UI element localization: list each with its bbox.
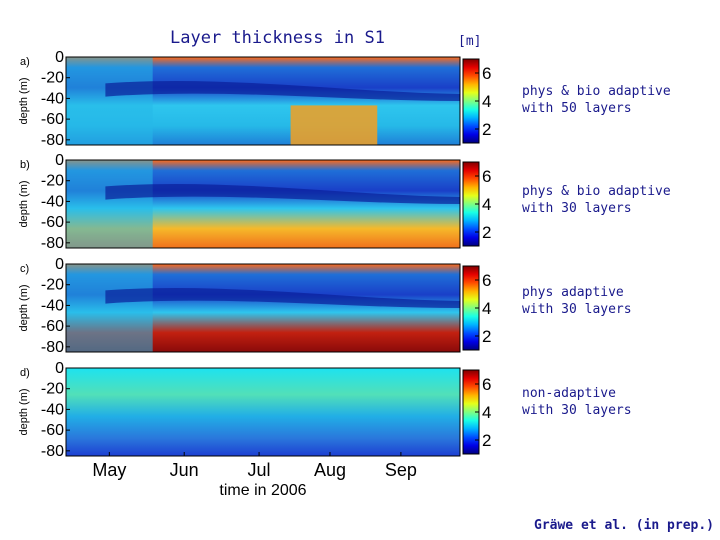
y-tick-label: 0 — [55, 256, 64, 273]
y-axis-label: depth (m) — [18, 284, 30, 331]
colorbar-tick-label: 4 — [482, 92, 491, 111]
y-tick-label: -40 — [41, 401, 64, 418]
y-tick-label: -20 — [41, 381, 64, 398]
colorbar-tick-label: 2 — [482, 223, 491, 242]
colorbar-tick-label: 6 — [482, 271, 491, 290]
panel-label: a) — [20, 56, 30, 68]
panel-a-desc-line1: phys & bio adaptive — [522, 84, 671, 99]
y-tick-label: 0 — [55, 152, 64, 169]
panel-c-desc-line1: phys adaptive — [522, 285, 624, 300]
panel-frame — [65, 56, 461, 146]
y-tick-label: -20 — [41, 70, 64, 87]
panel-frame — [65, 263, 461, 353]
panel-c-desc-line2: with 30 layers — [522, 302, 632, 317]
colorbar-tick-label: 4 — [482, 195, 491, 214]
thick-layer-patch — [290, 105, 378, 145]
y-axis-label: depth (m) — [18, 180, 30, 227]
thin-layer-band — [105, 183, 461, 204]
figure-title: Layer thickness in S1 — [170, 28, 385, 48]
thin-layer-band — [105, 287, 461, 308]
x-tick-label: Jul — [248, 460, 271, 480]
panel-label: b) — [20, 159, 30, 171]
early-period-shading — [66, 160, 153, 248]
heatmap-field — [66, 368, 460, 456]
early-period-shading — [66, 264, 153, 352]
thin-layer-band — [105, 80, 461, 101]
panel-a-heatmap — [65, 56, 461, 146]
colorbar-tick-label: 2 — [482, 120, 491, 139]
y-tick-label: -20 — [41, 173, 64, 190]
panel-label: d) — [20, 367, 30, 379]
panel-frame — [65, 159, 461, 249]
y-tick-label: 0 — [55, 49, 64, 66]
credit-text: Gräwe et al. (in prep.) — [534, 518, 715, 533]
colorbar-tick-label: 6 — [482, 64, 491, 83]
y-tick-label: -20 — [41, 277, 64, 294]
panel-b-desc-line1: phys & bio adaptive — [522, 184, 671, 199]
panel-a-description: phys & bio adaptive with 50 layers — [522, 83, 671, 117]
x-tick-label: Sep — [385, 460, 417, 480]
y-tick-label: -80 — [41, 235, 64, 252]
panel-c-description: phys adaptive with 30 layers — [522, 284, 632, 318]
y-tick-label: -80 — [41, 132, 64, 149]
x-tick-label: Jun — [170, 460, 199, 480]
y-tick-label: -40 — [41, 90, 64, 107]
y-tick-label: -80 — [41, 339, 64, 356]
y-axis-label: depth (m) — [18, 388, 30, 435]
colorbar-tick-label: 6 — [482, 375, 491, 394]
colorbar-tick-label: 6 — [482, 167, 491, 186]
panel-d-desc-line2: with 30 layers — [522, 403, 632, 418]
panel-d-desc-line1: non-adaptive — [522, 386, 616, 401]
x-tick-label: May — [92, 460, 126, 480]
y-tick-label: -60 — [41, 318, 64, 335]
colorbar-tick-label: 4 — [482, 299, 491, 318]
x-axis-label: time in 2006 — [219, 482, 306, 499]
colorbar-tick-label: 2 — [482, 431, 491, 450]
panel-frame — [65, 367, 461, 457]
panel-a-desc-line2: with 50 layers — [522, 101, 632, 116]
y-tick-label: -60 — [41, 214, 64, 231]
y-tick-label: -80 — [41, 443, 64, 460]
colorbar-tick-label: 2 — [482, 327, 491, 346]
panel-b-description: phys & bio adaptive with 30 layers — [522, 183, 671, 217]
panel-d-description: non-adaptive with 30 layers — [522, 385, 632, 419]
panel-c-heatmap — [65, 263, 461, 353]
panel-b-desc-line2: with 30 layers — [522, 201, 632, 216]
y-axis-label: depth (m) — [18, 77, 30, 124]
colorbar-tick-label: 4 — [482, 403, 491, 422]
panel-label: c) — [20, 263, 29, 275]
x-tick-label: Aug — [314, 460, 346, 480]
y-tick-label: -40 — [41, 193, 64, 210]
panel-d-heatmap — [65, 367, 461, 457]
early-period-shading — [66, 57, 153, 145]
colorbar-unit: [m] — [458, 34, 482, 49]
y-tick-label: -40 — [41, 297, 64, 314]
y-tick-label: -60 — [41, 111, 64, 128]
panel-b-heatmap — [65, 159, 461, 249]
y-tick-label: 0 — [55, 360, 64, 377]
y-tick-label: -60 — [41, 422, 64, 439]
